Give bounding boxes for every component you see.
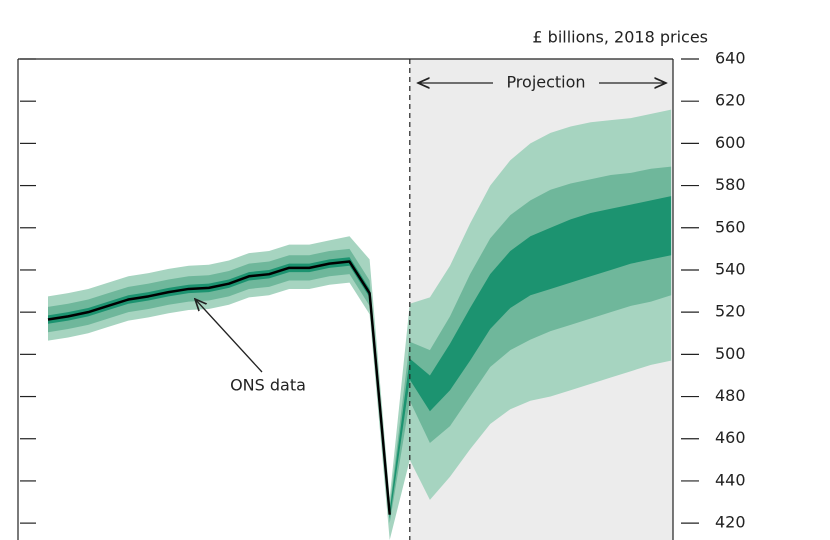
y-tick-label: 520 — [715, 302, 746, 321]
y-tick-label: 480 — [715, 386, 746, 405]
y-tick-label: 640 — [715, 49, 746, 68]
y-tick-label: 580 — [715, 175, 746, 194]
y-tick-label: 440 — [715, 470, 746, 489]
y-tick-label: 460 — [715, 428, 746, 447]
y-tick-label: 540 — [715, 259, 746, 278]
projection-label: Projection — [506, 73, 585, 92]
y-tick-label: 420 — [715, 513, 746, 532]
unit-label: £ billions, 2018 prices — [532, 28, 708, 47]
ons-arrow — [195, 299, 263, 373]
y-tick-label: 620 — [715, 91, 746, 110]
fan-band — [48, 196, 672, 519]
y-tick-label: 500 — [715, 344, 746, 363]
y-tick-label: 600 — [715, 133, 746, 152]
ons-label: ONS data — [230, 376, 306, 395]
data-line — [47, 260, 391, 515]
y-tick-label: 560 — [715, 217, 746, 236]
